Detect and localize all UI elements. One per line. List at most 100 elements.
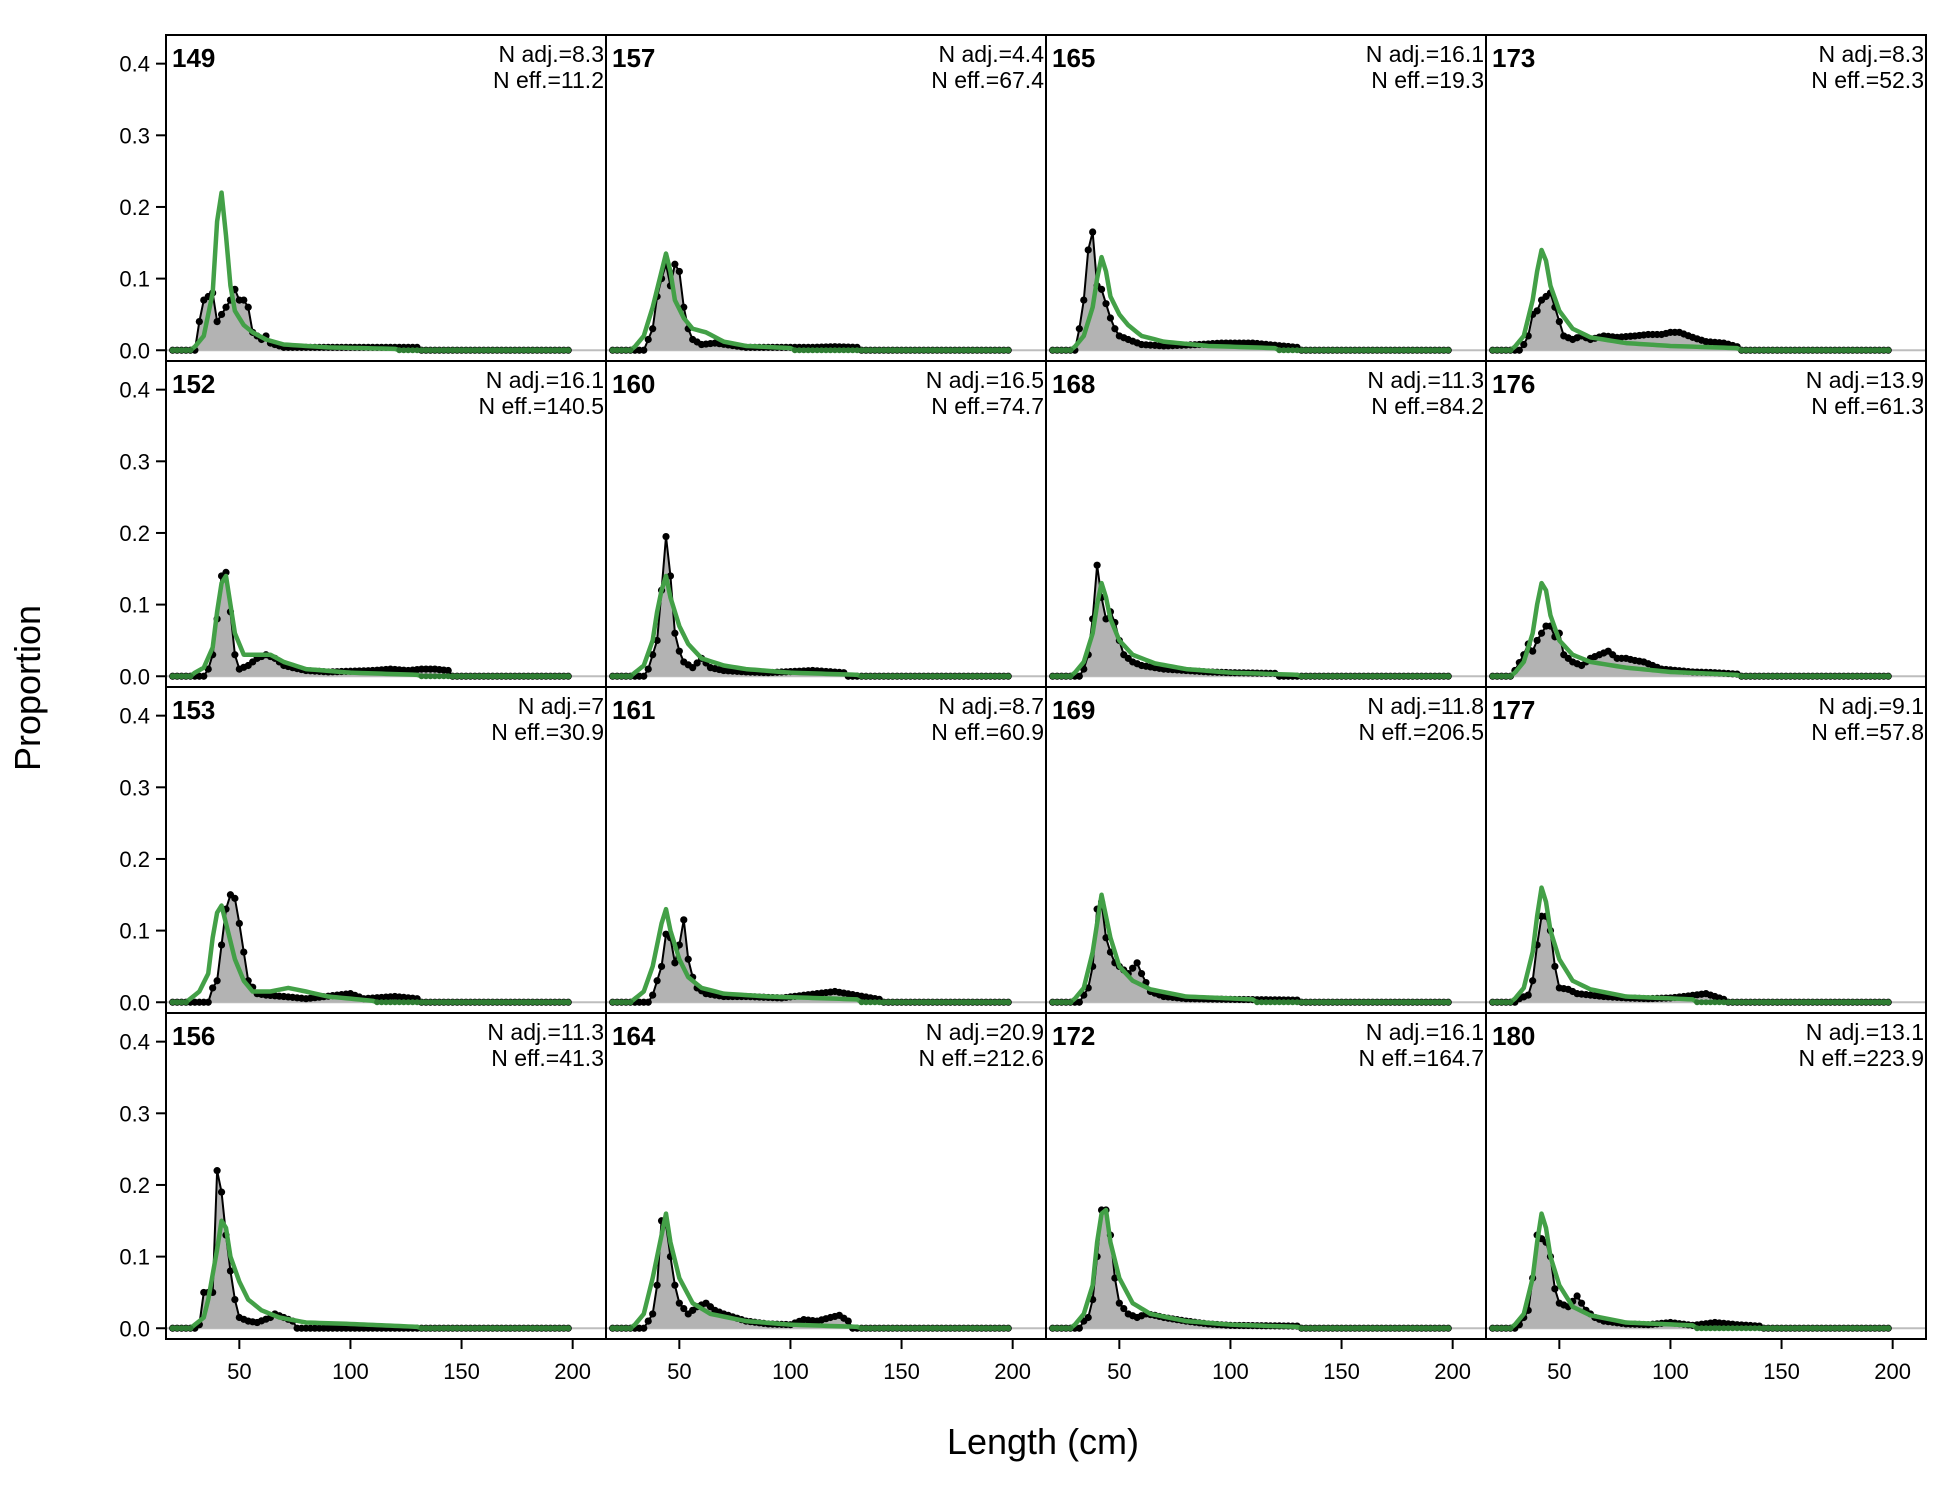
expected-point [1423, 1325, 1429, 1332]
expected-point [1805, 1325, 1812, 1332]
x-axis-label: Length (cm) [947, 1421, 1139, 1462]
observed-point [1129, 964, 1137, 972]
expected-point [529, 673, 536, 680]
expected-point [1760, 999, 1767, 1006]
expected-point [494, 1325, 501, 1332]
expected-point [1827, 347, 1834, 354]
observed-point [1111, 325, 1119, 333]
expected-point [1320, 999, 1327, 1006]
n-eff-label: N eff.=67.4 [931, 67, 1044, 93]
expected-point [494, 999, 501, 1006]
expected-point [511, 347, 518, 354]
expected-point [1391, 347, 1398, 354]
expected-point [1369, 999, 1376, 1006]
expected-point [871, 999, 878, 1006]
expected-point [867, 999, 874, 1006]
expected-point [1765, 347, 1772, 354]
expected-point [840, 347, 847, 354]
expected-point [947, 1325, 954, 1332]
observed-point [226, 1267, 235, 1275]
panel-169: 169 N adj.=11.8N eff.=206.5 [1045, 686, 1487, 1014]
expected-point [503, 999, 509, 1006]
expected-point [1823, 1325, 1829, 1332]
expected-point [907, 1325, 914, 1332]
expected-point [1436, 999, 1443, 1006]
expected-point [1840, 347, 1847, 354]
expected-point [916, 1325, 923, 1332]
n-eff-label: N eff.=74.7 [931, 393, 1044, 419]
expected-point [1729, 1325, 1736, 1332]
panel-id-label: 177 [1492, 695, 1535, 725]
expected-point [1863, 347, 1869, 354]
expected-point [538, 1325, 545, 1332]
expected-point [1005, 347, 1012, 354]
expected-point [965, 673, 972, 680]
expected-point [871, 347, 878, 354]
expected-point [1414, 1325, 1421, 1332]
expected-point [1778, 347, 1785, 354]
expected-point [498, 1325, 505, 1332]
expected-point [538, 673, 545, 680]
expected-point [445, 1325, 452, 1332]
expected-point [1503, 999, 1509, 1006]
observed-point [644, 665, 652, 673]
expected-point [983, 673, 989, 680]
expected-point [1756, 999, 1763, 1006]
expected-point [618, 673, 625, 680]
expected-point [187, 673, 194, 680]
expected-point [956, 999, 963, 1006]
expected-point [827, 347, 834, 354]
expected-point [498, 347, 505, 354]
n-eff-label: N eff.=84.2 [1371, 393, 1484, 419]
expected-point [1360, 347, 1367, 354]
expected-point [805, 347, 812, 354]
expected-point [1849, 1325, 1856, 1332]
expected-point [1280, 999, 1287, 1006]
expected-point [471, 1325, 478, 1332]
expected-point [854, 347, 861, 354]
expected-point [1280, 347, 1287, 354]
expected-point [1805, 673, 1812, 680]
expected-point [1809, 673, 1816, 680]
expected-point [560, 999, 567, 1006]
expected-point [1351, 1325, 1358, 1332]
expected-point [1431, 1325, 1438, 1332]
expected-point [1356, 347, 1363, 354]
expected-point [1276, 999, 1283, 1006]
observed-point [1075, 1324, 1083, 1332]
expected-point [463, 1325, 469, 1332]
expected-point [1356, 1325, 1363, 1332]
expected-point [1343, 999, 1349, 1006]
expected-point [1760, 673, 1767, 680]
expected-point [925, 673, 932, 680]
expected-point [525, 999, 532, 1006]
observed-point [1524, 991, 1532, 999]
expected-point [858, 347, 865, 354]
expected-point [978, 347, 985, 354]
observed-point [693, 659, 701, 667]
expected-point [414, 999, 421, 1006]
expected-point [467, 999, 474, 1006]
expected-point [1796, 673, 1803, 680]
observed-point [213, 977, 221, 985]
expected-point [1325, 673, 1332, 680]
n-eff-label: N eff.=140.5 [478, 393, 604, 419]
observed-area [1052, 565, 1449, 677]
expected-point [1747, 999, 1754, 1006]
expected-point [1845, 347, 1852, 354]
expected-point [183, 347, 189, 354]
expected-point [1711, 999, 1718, 1006]
expected-point [1738, 673, 1745, 680]
expected-point [609, 999, 616, 1006]
observed-point [671, 260, 679, 268]
expected-point [627, 1325, 634, 1332]
expected-point [863, 673, 869, 680]
observed-point [1573, 1292, 1581, 1300]
expected-point [494, 347, 501, 354]
expected-point [903, 1325, 909, 1332]
observed-point [1537, 629, 1546, 637]
expected-point [934, 673, 941, 680]
expected-point [1298, 1325, 1305, 1332]
expected-point [618, 1325, 625, 1332]
